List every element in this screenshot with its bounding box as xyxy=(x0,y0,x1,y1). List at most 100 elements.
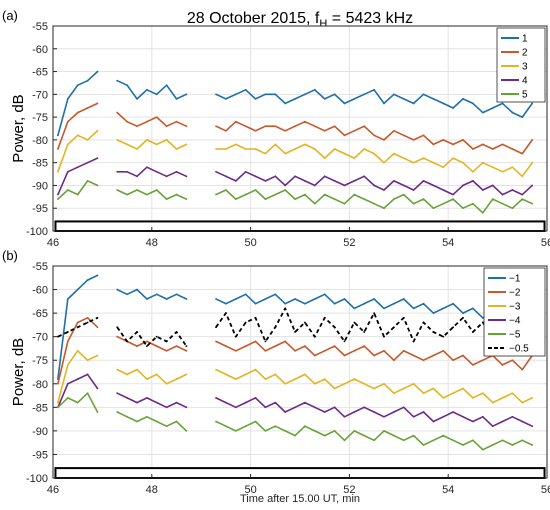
data-point xyxy=(452,439,455,442)
data-point xyxy=(373,354,375,357)
y-axis-label: Power, dB xyxy=(10,338,27,406)
data-point xyxy=(175,170,178,173)
data-point xyxy=(234,120,237,123)
data-point xyxy=(96,411,99,413)
data-point xyxy=(225,302,227,305)
data-point xyxy=(481,161,484,164)
data-point xyxy=(501,397,504,399)
data-point xyxy=(323,97,326,100)
data-point xyxy=(175,148,178,150)
data-point xyxy=(481,211,484,214)
data-point xyxy=(432,161,435,164)
data-point xyxy=(284,184,287,187)
data-point xyxy=(521,175,524,178)
series-line-4 xyxy=(117,166,187,178)
data-point xyxy=(254,97,257,100)
data-point xyxy=(383,138,385,141)
data-point xyxy=(392,152,395,155)
data-point xyxy=(284,302,287,305)
data-point xyxy=(96,274,99,277)
data-point xyxy=(244,425,247,428)
data-point xyxy=(86,279,89,282)
x-tick-label: 52 xyxy=(343,237,355,249)
data-point xyxy=(323,434,326,437)
data-point xyxy=(432,97,435,100)
data-point xyxy=(373,152,375,155)
data-point xyxy=(264,406,267,409)
data-point xyxy=(402,349,405,352)
legend: 1 2 3 4 5 xyxy=(496,27,546,103)
data-point xyxy=(185,373,188,376)
y-tick-label: -95 xyxy=(32,203,48,215)
data-point xyxy=(294,406,296,409)
data-point xyxy=(244,170,247,173)
data-point xyxy=(323,157,326,160)
data-point xyxy=(412,434,415,437)
data-point xyxy=(86,107,89,109)
data-point xyxy=(491,425,494,428)
legend-label: 2 xyxy=(522,48,528,59)
data-point xyxy=(136,331,138,333)
data-point xyxy=(96,354,99,357)
data-point xyxy=(442,202,445,205)
data-point xyxy=(442,102,445,105)
x-tick-label: 50 xyxy=(244,484,256,496)
data-point xyxy=(215,170,217,173)
data-point xyxy=(215,420,217,423)
data-point xyxy=(343,354,346,357)
data-point xyxy=(254,302,257,305)
data-point xyxy=(383,102,385,105)
data-point xyxy=(402,184,405,187)
data-point xyxy=(264,378,267,380)
data-point xyxy=(185,406,188,409)
data-point xyxy=(294,349,296,352)
data-point xyxy=(57,193,59,196)
data-point xyxy=(96,184,99,187)
data-point xyxy=(66,189,69,191)
data-point xyxy=(294,125,296,128)
data-point xyxy=(412,202,415,205)
data-point xyxy=(333,302,336,305)
data-point xyxy=(531,444,534,446)
y-axis-label: Power, dB xyxy=(10,94,27,162)
data-point xyxy=(116,79,119,82)
data-point xyxy=(442,397,445,399)
data-point xyxy=(511,148,514,150)
data-point xyxy=(116,368,119,371)
data-point xyxy=(66,120,69,123)
data-point xyxy=(422,411,425,413)
data-point xyxy=(96,387,99,390)
data-point xyxy=(363,434,366,437)
data-point xyxy=(165,138,168,141)
panel-label: (a) xyxy=(2,8,18,23)
data-point xyxy=(392,179,395,182)
data-point xyxy=(254,397,257,399)
data-point xyxy=(155,373,158,376)
data-point xyxy=(57,406,59,409)
data-point xyxy=(274,143,277,146)
data-point xyxy=(313,125,316,128)
data-point xyxy=(165,125,168,128)
data-point xyxy=(215,397,217,399)
data-point xyxy=(432,312,435,315)
data-point xyxy=(244,401,247,404)
data-point xyxy=(175,120,178,123)
data-point xyxy=(76,134,79,137)
legend-box xyxy=(483,267,546,357)
data-point xyxy=(363,125,366,128)
data-point xyxy=(165,382,168,385)
data-point xyxy=(126,84,128,87)
data-point xyxy=(323,411,326,413)
y-tick-label: -70 xyxy=(32,89,48,101)
series-line-−0.5 xyxy=(215,307,533,343)
data-point xyxy=(294,175,296,178)
data-point xyxy=(145,397,148,399)
legend-label: −2 xyxy=(509,288,521,299)
data-point xyxy=(96,70,99,73)
data-point xyxy=(472,148,474,150)
data-point xyxy=(373,134,375,137)
data-point xyxy=(136,368,138,371)
data-point xyxy=(96,129,99,132)
data-point xyxy=(244,193,247,196)
data-point xyxy=(422,321,425,324)
